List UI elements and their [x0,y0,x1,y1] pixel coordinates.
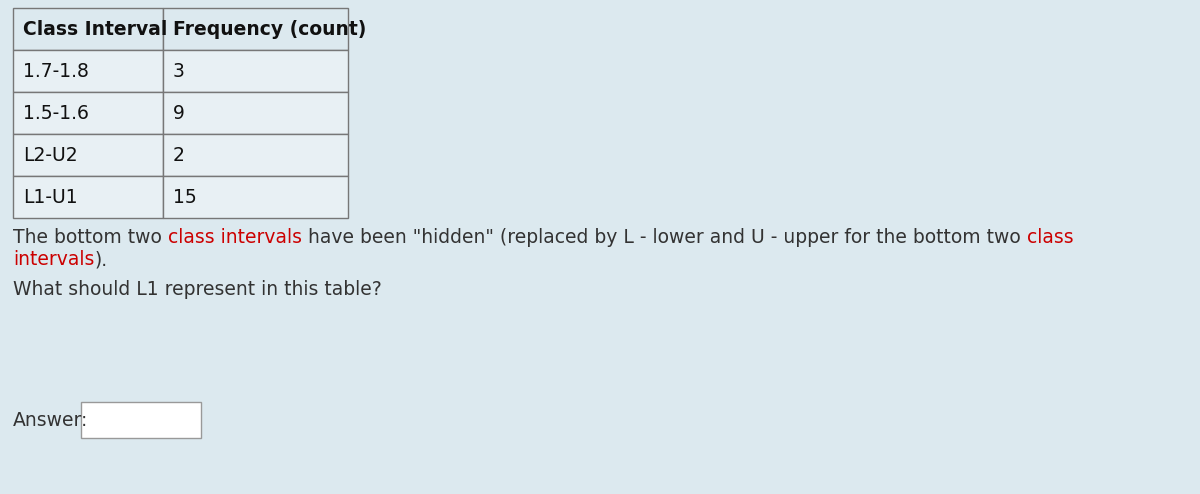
Text: have been "hidden" (replaced by L - lower and U - upper for the bottom two: have been "hidden" (replaced by L - lowe… [302,228,1027,247]
Text: L2-U2: L2-U2 [23,146,78,165]
Text: Class Interval: Class Interval [23,19,167,39]
Text: class: class [1027,228,1073,247]
Text: 2: 2 [173,146,185,165]
Bar [13,92,163,134]
Bar [163,134,348,176]
Bar [163,176,348,218]
Text: 9: 9 [173,104,185,123]
Bar [82,402,202,438]
Bar [13,50,163,92]
Bar [13,134,163,176]
Bar [163,50,348,92]
Text: intervals: intervals [13,250,95,269]
Text: 3: 3 [173,61,185,81]
Text: 15: 15 [173,188,197,206]
Text: Answer:: Answer: [13,411,89,429]
Text: 1.5-1.6: 1.5-1.6 [23,104,89,123]
Bar [13,8,163,50]
Text: ).: ). [95,250,108,269]
Text: What should L1 represent in this table?: What should L1 represent in this table? [13,280,382,299]
Text: 1.7-1.8: 1.7-1.8 [23,61,89,81]
Text: Frequency (count): Frequency (count) [173,19,366,39]
Text: L1-U1: L1-U1 [23,188,78,206]
Bar [163,92,348,134]
Text: class intervals: class intervals [168,228,302,247]
Bar [13,176,163,218]
Text: The bottom two: The bottom two [13,228,168,247]
Bar [163,8,348,50]
